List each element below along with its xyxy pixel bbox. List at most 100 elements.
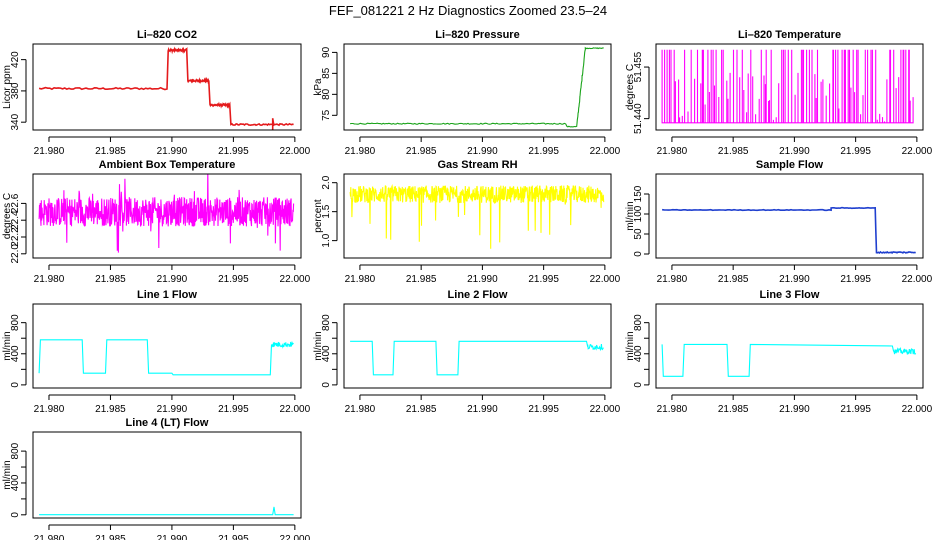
chart-title: Li–820 Temperature	[738, 29, 841, 41]
data-layer	[39, 506, 294, 516]
x-tick-label: 21.980	[657, 274, 688, 285]
y-tick-label: 0	[633, 382, 644, 388]
series-line	[38, 46, 294, 130]
x-tick-label: 22.000	[280, 146, 311, 157]
data-layer	[661, 343, 917, 377]
data-layer	[661, 49, 914, 124]
chart-title: Sample Flow	[756, 159, 824, 171]
y-tick-label: 2.0	[321, 175, 332, 189]
y-tick-label: 51.455	[633, 51, 644, 82]
x-tick-label: 21.995	[218, 146, 249, 157]
plot-frame	[655, 303, 924, 389]
data-layer	[662, 206, 916, 255]
y-tick-label: 0	[633, 251, 644, 257]
y-tick-label: 51.440	[633, 103, 644, 134]
plot-frame	[655, 43, 924, 131]
x-tick-label: 21.980	[657, 404, 688, 415]
plot-frame	[343, 173, 612, 259]
x-tick-label: 21.985	[718, 146, 749, 157]
y-tick-label: 22.4	[10, 210, 21, 230]
x-tick-label: 22.000	[902, 404, 933, 415]
chart-title: Line 2 Flow	[448, 289, 508, 301]
y-tick-label: 150	[633, 185, 644, 202]
x-tick-label: 21.990	[157, 274, 188, 285]
y-axis-label: Licor ppm	[2, 65, 13, 109]
x-tick-label: 21.980	[345, 404, 376, 415]
series-line	[38, 339, 294, 376]
series-line	[38, 174, 295, 253]
y-tick-label: 90	[321, 46, 332, 58]
x-tick-label: 21.995	[840, 404, 871, 415]
x-tick-label: 21.990	[157, 534, 188, 540]
y-tick-label: 22.2	[10, 227, 21, 247]
series-line	[661, 49, 914, 124]
chart-panel-5: Gas Stream RH 21.980 21.985 21.990 21.995 22.…	[313, 159, 621, 285]
x-tick-label: 22.000	[902, 274, 933, 285]
y-tick-label: 420	[10, 51, 21, 68]
y-axis-label: ml/min	[313, 331, 324, 360]
x-tick-label: 21.990	[779, 404, 810, 415]
series-line	[39, 506, 294, 516]
y-tick-label: 340	[10, 113, 21, 130]
plot-frame	[343, 303, 612, 389]
y-tick-label: 800	[10, 314, 21, 331]
x-tick-label: 21.985	[406, 274, 437, 285]
x-tick-label: 21.980	[34, 534, 65, 540]
x-tick-label: 21.995	[218, 404, 249, 415]
y-tick-label: 800	[10, 442, 21, 459]
plot-frame	[32, 431, 302, 519]
y-tick-label: 800	[633, 314, 644, 331]
series-line	[662, 206, 916, 255]
x-tick-label: 21.980	[657, 146, 688, 157]
x-tick-label: 21.985	[718, 274, 749, 285]
y-tick-label: 400	[10, 474, 21, 491]
chart-panel-8: Line 2 Flow 21.980 21.985 21.990 21.995 22.00…	[313, 289, 621, 415]
y-axis-label: percent	[313, 199, 324, 233]
x-tick-label: 21.995	[528, 274, 559, 285]
x-tick-label: 21.990	[779, 274, 810, 285]
x-tick-label: 21.990	[467, 146, 498, 157]
y-tick-label: 380	[10, 82, 21, 99]
x-tick-label: 21.980	[345, 274, 376, 285]
y-tick-label: 400	[321, 345, 332, 362]
series-line	[349, 183, 605, 249]
chart-title: Line 3 Flow	[760, 289, 820, 301]
y-tick-label: 0	[10, 512, 21, 518]
x-tick-label: 21.985	[95, 146, 126, 157]
x-tick-label: 22.000	[590, 404, 621, 415]
y-tick-label: 800	[321, 314, 332, 331]
y-tick-label: 100	[633, 205, 644, 222]
data-layer	[349, 183, 605, 249]
x-tick-label: 21.990	[467, 404, 498, 415]
x-tick-label: 21.985	[406, 146, 437, 157]
series-line	[350, 340, 604, 376]
x-tick-label: 21.985	[406, 404, 437, 415]
chart-panel-4: Ambient Box Temperature 21.980 21.985 21.99…	[2, 159, 311, 285]
y-tick-label: 400	[10, 345, 21, 362]
data-layer	[38, 339, 294, 376]
y-tick-label: 1.5	[321, 204, 332, 218]
data-layer	[350, 46, 604, 128]
x-tick-label: 21.985	[718, 404, 749, 415]
data-layer	[38, 174, 295, 253]
chart-title: Li–820 CO2	[137, 29, 197, 41]
y-axis-label: ml/min	[625, 201, 636, 230]
chart-panel-3: Li–820 Temperature 21.980 21.985 21.990 21.9…	[625, 29, 933, 157]
data-layer	[350, 340, 604, 376]
x-tick-label: 21.980	[345, 146, 376, 157]
chart-title: Gas Stream RH	[437, 159, 517, 171]
chart-panel-10: Line 4 (LT) Flow 21.980 21.985 21.990 21.995…	[2, 417, 311, 540]
y-tick-label: 400	[633, 345, 644, 362]
x-tick-label: 21.995	[218, 274, 249, 285]
chart-panel-2: Li–820 Pressure 21.980 21.985 21.990 21.995 2…	[313, 29, 621, 157]
x-tick-label: 22.000	[280, 404, 311, 415]
main-title: FEF_081221 2 Hz Diagnostics Zoomed 23.5–…	[328, 3, 608, 18]
y-tick-label: 75	[321, 109, 332, 121]
chart-title: Li–820 Pressure	[435, 29, 519, 41]
chart-title: Ambient Box Temperature	[99, 159, 236, 171]
x-tick-label: 21.985	[95, 404, 126, 415]
plot-frame	[32, 303, 302, 389]
chart-panel-1: Li–820 CO2 21.980 21.985 21.990 21.995 22.000…	[2, 29, 311, 157]
x-tick-label: 21.980	[34, 274, 65, 285]
